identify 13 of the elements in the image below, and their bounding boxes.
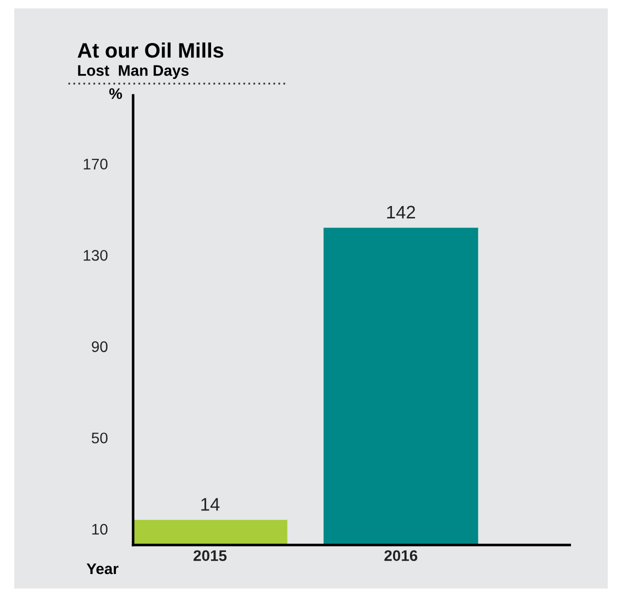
- y-tick-label: 10: [92, 524, 108, 535]
- y-tick-label: 90: [92, 341, 108, 352]
- y-axis-title: %: [109, 88, 122, 100]
- y-tick-label: 170: [84, 158, 108, 170]
- chart-title: At our Oil Mills: [78, 42, 224, 58]
- y-tick-label: 130: [84, 250, 108, 261]
- data-label: 142: [387, 206, 416, 218]
- x-axis-title: Year: [86, 564, 118, 574]
- data-label: 14: [201, 498, 220, 511]
- y-tick-label: 50: [92, 432, 108, 444]
- x-tick-label: 2015: [194, 550, 227, 562]
- x-tick-label: 2016: [384, 550, 418, 562]
- chart-subtitle: Lost Man Days: [78, 65, 189, 79]
